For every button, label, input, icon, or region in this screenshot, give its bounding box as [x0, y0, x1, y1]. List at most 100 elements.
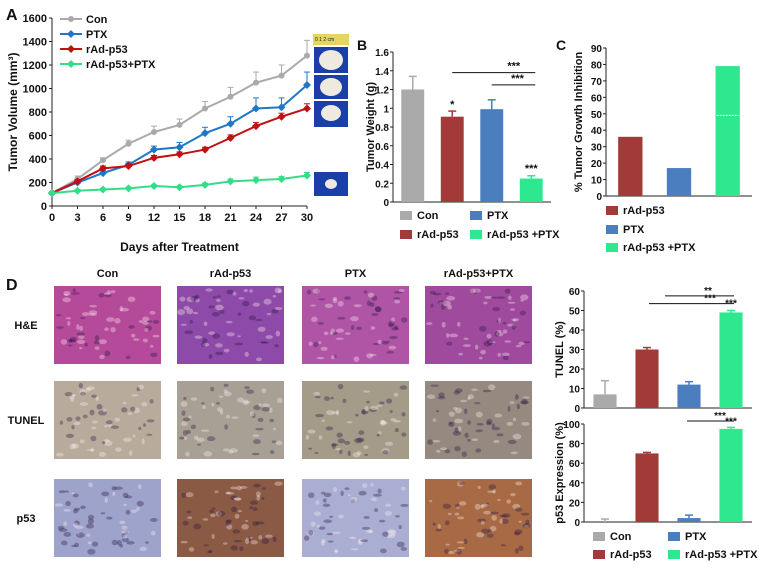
micrograph-texture — [339, 449, 343, 455]
micrograph-texture — [337, 383, 344, 390]
micrograph-texture — [459, 501, 467, 506]
micrograph-texture — [327, 540, 334, 543]
micrograph-texture — [501, 513, 511, 518]
micrograph-texture — [453, 390, 460, 395]
micrograph-texture — [499, 514, 508, 518]
micrograph-texture — [121, 537, 130, 542]
micrograph-texture — [514, 548, 519, 554]
micrograph-texture — [215, 343, 223, 348]
data-point-rAd-p53+PTX — [252, 176, 260, 185]
micrograph-texture — [449, 333, 459, 338]
legend-label-Con: Con — [86, 14, 108, 26]
micrograph-texture — [125, 509, 131, 515]
micrograph-texture — [497, 498, 501, 501]
micrograph-texture — [244, 386, 250, 390]
micrograph-texture — [269, 418, 275, 423]
micrograph-texture — [524, 524, 529, 529]
bar-C-PTX — [666, 168, 692, 196]
micrograph-texture — [79, 402, 89, 406]
micrograph-texture — [522, 396, 530, 399]
micrograph-texture — [64, 391, 73, 397]
micrograph-texture — [333, 487, 338, 493]
micrograph-texture — [494, 413, 503, 418]
y-tick-label-C: 60 — [591, 93, 603, 104]
legend-label-rAd-p53+PTX: rAd-p53+PTX — [86, 59, 156, 71]
y-tick-label-D-p53: 80 — [569, 440, 581, 451]
micrograph-texture — [330, 328, 335, 335]
micrograph-texture — [314, 396, 321, 399]
micrograph-texture — [446, 295, 456, 301]
micrograph-image — [177, 381, 284, 459]
micrograph-texture — [313, 511, 322, 516]
micrograph-texture — [255, 318, 263, 322]
micrograph-texture — [102, 441, 106, 445]
micrograph-texture — [506, 499, 511, 504]
micrograph-texture — [250, 540, 258, 545]
y-tick-label-C: 20 — [591, 159, 603, 170]
micrograph-texture — [71, 292, 80, 295]
y-tick-label-D-p53: 100 — [563, 420, 580, 431]
micrograph-texture — [149, 344, 154, 348]
micrograph-texture — [145, 541, 149, 544]
data-point-rAd-p53+PTX — [201, 180, 209, 189]
y-tick-label-C: 30 — [591, 143, 603, 154]
legend-label-PTX: PTX — [86, 29, 108, 41]
data-point-Con — [304, 52, 310, 59]
micrograph-texture — [122, 401, 127, 405]
micrograph-texture — [518, 520, 522, 523]
panel-letter-c: C — [556, 37, 566, 53]
micrograph-texture — [509, 401, 515, 404]
micrograph-texture — [245, 389, 255, 394]
micrograph-texture — [179, 436, 185, 440]
micrograph-texture — [311, 316, 318, 322]
micrograph-texture — [488, 341, 496, 344]
micrograph-texture — [514, 394, 519, 400]
micrograph-texture — [374, 508, 379, 512]
micrograph-texture — [202, 337, 208, 344]
micrograph-texture — [152, 319, 160, 324]
data-point-Con — [125, 140, 132, 147]
micrograph-texture — [489, 525, 497, 532]
micrograph-texture — [79, 346, 83, 350]
micrograph-texture — [457, 321, 461, 327]
micrograph-texture — [150, 530, 156, 536]
micrograph-texture — [477, 518, 486, 523]
micrograph-texture — [86, 386, 95, 391]
micrograph-texture — [507, 439, 517, 445]
micrograph-texture — [366, 353, 374, 359]
micrograph-texture — [80, 317, 86, 320]
y-tick-label-a: 800 — [29, 107, 47, 119]
micrograph-texture — [141, 438, 145, 445]
micrograph-texture — [255, 427, 264, 431]
micrograph-texture — [233, 539, 242, 543]
micrograph-texture — [177, 309, 186, 316]
micrograph-texture — [475, 411, 483, 418]
micrograph-texture — [445, 333, 450, 338]
micrograph-texture — [454, 427, 460, 434]
micrograph-texture — [322, 498, 327, 503]
micrograph-texture — [101, 491, 110, 497]
micrograph-texture — [65, 433, 75, 438]
micrograph-texture — [252, 434, 260, 438]
micrograph-texture — [462, 344, 472, 347]
micrograph-texture — [127, 296, 136, 302]
micrograph-texture — [489, 511, 499, 515]
micrograph-texture — [480, 503, 490, 508]
data-point-PTX — [277, 103, 286, 112]
micrograph-texture — [492, 306, 501, 312]
micrograph-texture — [500, 544, 507, 547]
micrograph-texture — [401, 412, 406, 417]
micrograph-texture — [212, 333, 220, 339]
micrograph-texture — [237, 312, 242, 317]
micrograph-texture — [394, 427, 399, 433]
micrograph-texture — [190, 424, 197, 429]
micrograph-texture — [429, 290, 436, 295]
micrograph-texture — [69, 393, 75, 400]
micrograph-texture — [334, 549, 339, 554]
micrograph-texture — [307, 429, 316, 434]
micrograph-texture — [112, 491, 116, 496]
micrograph-texture — [103, 440, 113, 447]
micrograph-texture — [447, 512, 452, 516]
micrograph-texture — [344, 332, 351, 335]
micrograph-texture — [393, 419, 402, 423]
